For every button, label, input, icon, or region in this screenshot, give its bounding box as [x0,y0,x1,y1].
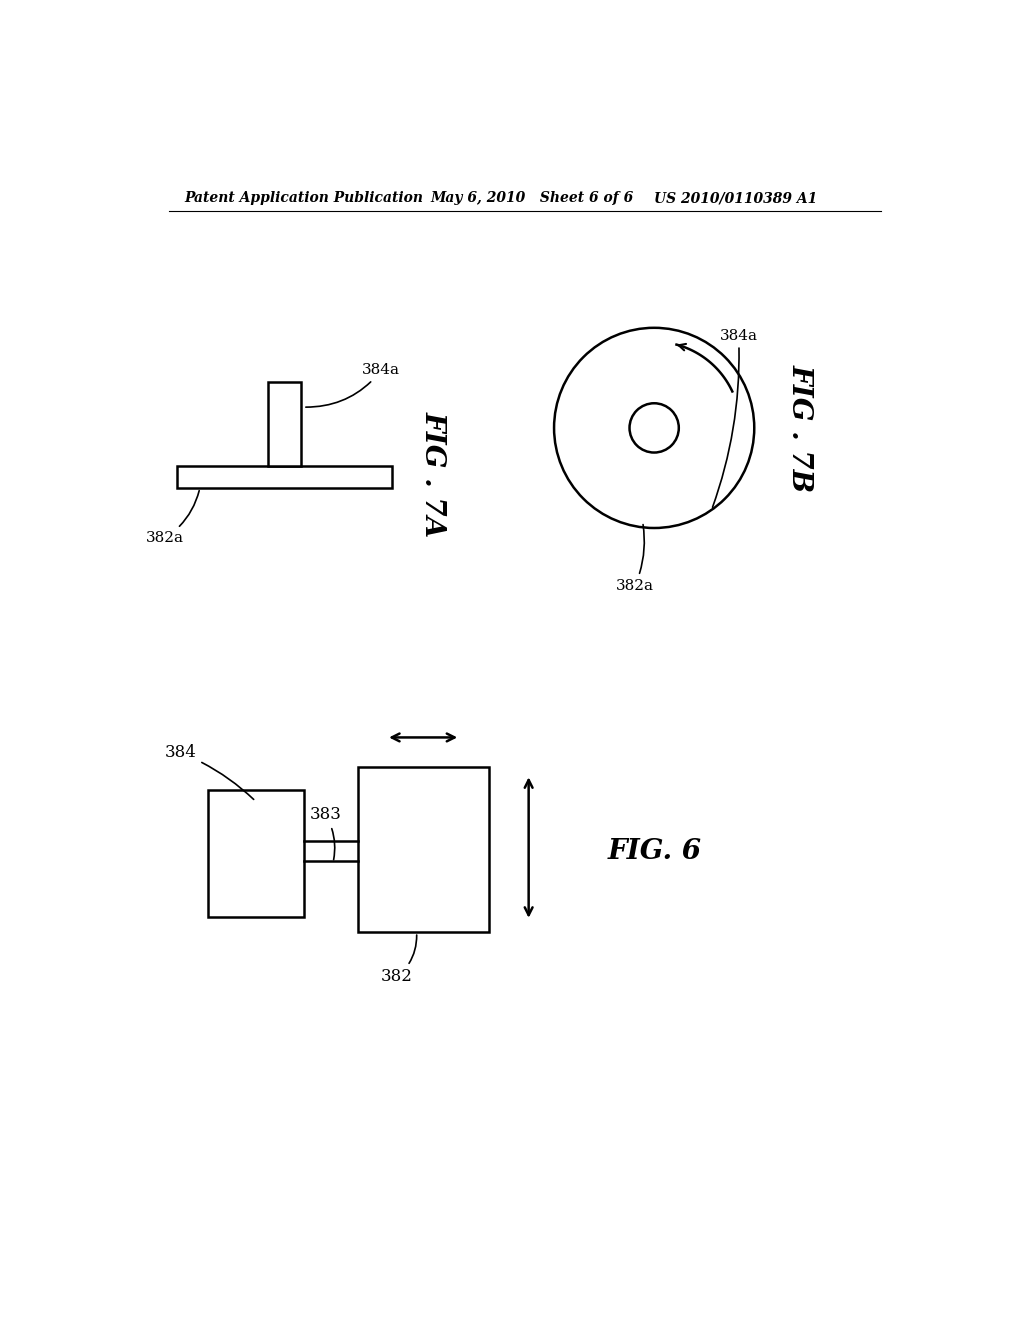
Bar [268,381,301,466]
Text: FIG. 6: FIG. 6 [608,838,702,865]
Text: Patent Application Publication: Patent Application Publication [184,191,424,206]
Text: 384a: 384a [713,329,758,507]
Bar [208,789,304,917]
Text: 382: 382 [381,935,417,986]
Circle shape [630,404,679,453]
Text: FIG . 7A: FIG . 7A [419,411,446,537]
Text: 382a: 382a [146,491,200,545]
Text: US 2010/0110389 A1: US 2010/0110389 A1 [654,191,817,206]
Text: 384: 384 [165,744,254,800]
Text: 384a: 384a [306,363,400,407]
Bar [357,767,488,932]
Text: FIG . 7B: FIG . 7B [787,364,814,492]
Text: 382a: 382a [615,524,654,593]
Circle shape [554,327,755,528]
Bar [177,466,392,488]
Text: May 6, 2010   Sheet 6 of 6: May 6, 2010 Sheet 6 of 6 [431,191,634,206]
Text: 383: 383 [309,807,341,859]
